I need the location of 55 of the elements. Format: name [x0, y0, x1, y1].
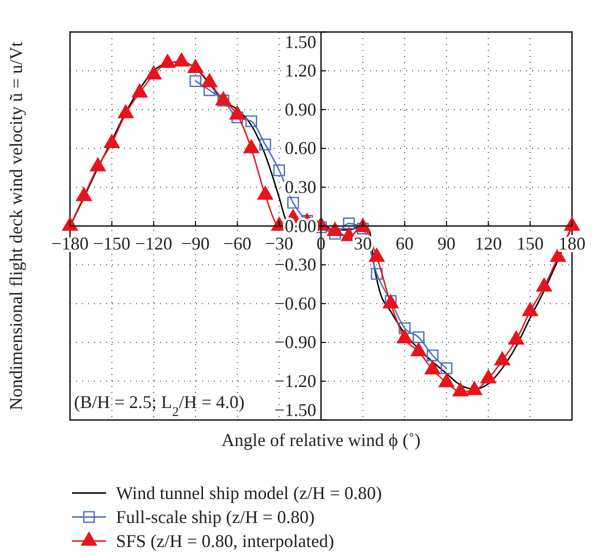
point	[452, 382, 468, 396]
point	[104, 134, 120, 148]
x-axis-title: Angle of relative wind ϕ (˚)	[222, 430, 420, 450]
x-tick-label: 120	[474, 234, 502, 254]
legend-label: Full-scale ship (z/H = 0.80)	[116, 507, 315, 527]
x-tick-label: 150	[516, 234, 544, 254]
point	[536, 278, 552, 292]
point	[466, 381, 482, 396]
point	[62, 217, 78, 231]
y-tick-label: 1.50	[284, 32, 316, 52]
point	[327, 222, 343, 236]
x-tick-label: −90	[181, 234, 210, 254]
point	[229, 106, 246, 120]
point	[160, 54, 176, 68]
x-tick-label: 60	[396, 234, 414, 254]
y-tick-label: −1.20	[274, 370, 316, 391]
point	[118, 104, 134, 118]
point	[146, 66, 162, 80]
y-tick-label: −0.60	[274, 293, 316, 314]
x-tick-label: −30	[265, 234, 294, 254]
point	[438, 374, 454, 388]
y-tick-label: 0.30	[284, 176, 316, 197]
point	[202, 73, 218, 88]
point	[216, 92, 232, 106]
x-tick-label: −150	[93, 234, 130, 254]
point	[564, 217, 580, 231]
point	[257, 186, 274, 200]
y-tick-label: 1.20	[284, 60, 316, 81]
point	[494, 352, 510, 366]
annotation: (B/H = 2.5; L$_{2}$/H = 4.0)	[74, 392, 245, 418]
point	[550, 248, 566, 262]
point	[480, 370, 496, 384]
point	[396, 330, 413, 344]
legend-label: Wind tunnel ship model (z/H = 0.80)	[116, 483, 382, 503]
x-tick-label: −60	[223, 234, 252, 254]
y-tick-label: −0.90	[274, 332, 316, 352]
point	[368, 248, 385, 262]
x-tick-label: 90	[438, 234, 456, 254]
point	[132, 84, 148, 98]
y-tick-label: −0.30	[274, 254, 316, 275]
point	[410, 342, 426, 356]
y-tick-label: −1.50	[274, 400, 316, 420]
legend-label: SFS (z/H = 0.80, interpolated)	[116, 531, 334, 551]
point	[90, 158, 106, 172]
point	[508, 330, 524, 345]
y-tick-label: 0.90	[284, 99, 316, 120]
point	[76, 187, 92, 202]
point	[174, 52, 190, 67]
point	[522, 302, 538, 316]
y-axis-title: Nondimensional flight deck wind velocity ũ = u/Vt	[6, 42, 26, 410]
point	[188, 59, 204, 74]
y-tick-label: 0.60	[284, 138, 316, 158]
point	[424, 360, 440, 374]
x-tick-label: −120	[135, 234, 172, 254]
point	[243, 139, 260, 154]
